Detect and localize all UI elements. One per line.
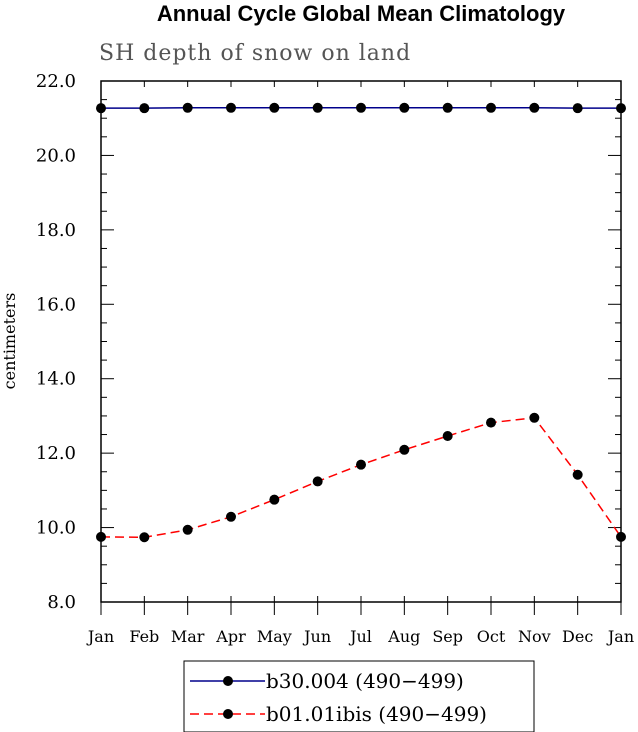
data-point	[529, 102, 540, 113]
data-point	[616, 103, 626, 114]
x-tick-label: Jan	[86, 627, 114, 646]
x-tick-label: Apr	[215, 627, 246, 646]
y-tick-label: 12.0	[36, 443, 76, 464]
x-tick-label: Jan	[606, 627, 634, 646]
data-point	[572, 469, 583, 480]
data-point	[486, 417, 496, 428]
series-2	[96, 412, 626, 543]
series-line	[100, 416, 622, 538]
chart-subtitle: SH depth of snow on land	[99, 41, 411, 66]
y-tick-label: 22.0	[36, 71, 76, 92]
axes: Jan Feb Mar Apr May Jun Jul Aug Sep Oct Nov Dec Jan 8…	[36, 71, 634, 646]
data-point	[96, 531, 106, 542]
data-point	[139, 532, 150, 543]
legend-label-2: b01.01ibis (490−499)	[266, 702, 487, 726]
data-point	[356, 459, 366, 470]
data-point	[226, 511, 236, 522]
data-point	[226, 102, 236, 113]
data-point	[442, 431, 453, 442]
x-tick-label: Jul	[348, 627, 372, 646]
y-tick-label: 8.0	[47, 592, 76, 613]
data-point	[399, 102, 410, 113]
y-tick-label: 14.0	[36, 369, 76, 390]
data-point	[269, 494, 280, 505]
legend-marker-1	[223, 676, 233, 686]
data-point	[139, 103, 150, 114]
data-point	[182, 524, 193, 535]
data-point	[442, 102, 453, 113]
x-tick-label: Oct	[477, 627, 506, 646]
y-tick-label: 10.0	[36, 518, 76, 539]
y-axis-label: centimeters	[0, 293, 19, 390]
data-point	[529, 412, 540, 423]
legend: b30.004 (490−499) b01.01ibis (490−499)	[183, 660, 535, 732]
x-tick-label: Mar	[171, 627, 205, 646]
x-tick-label: Aug	[387, 627, 420, 646]
data-point	[572, 103, 583, 114]
x-tick-label: Sep	[432, 627, 463, 646]
x-tick-label: Nov	[518, 627, 551, 646]
data-point	[399, 444, 410, 455]
chart-title: Annual Cycle Global Mean Climatology	[157, 1, 566, 26]
data-point	[96, 103, 106, 114]
plot-series	[96, 102, 626, 543]
x-tick-label: Dec	[562, 627, 593, 646]
plot-frame	[100, 80, 622, 603]
legend-box	[183, 660, 535, 732]
data-point	[312, 476, 323, 487]
legend-label-1: b30.004 (490−499)	[266, 669, 464, 693]
x-tick-label: Feb	[129, 627, 159, 646]
data-point	[486, 102, 496, 113]
legend-marker-2	[223, 709, 233, 719]
series-1	[96, 102, 626, 114]
data-point	[616, 531, 626, 542]
y-tick-label: 20.0	[36, 145, 76, 166]
data-point	[356, 102, 366, 113]
data-point	[269, 102, 280, 113]
y-tick-label: 18.0	[36, 220, 76, 241]
y-tick-label: 16.0	[36, 294, 76, 315]
x-tick-label: Jun	[302, 627, 331, 646]
x-tick-label: May	[257, 627, 292, 646]
data-point	[182, 102, 193, 113]
data-point	[312, 102, 323, 113]
